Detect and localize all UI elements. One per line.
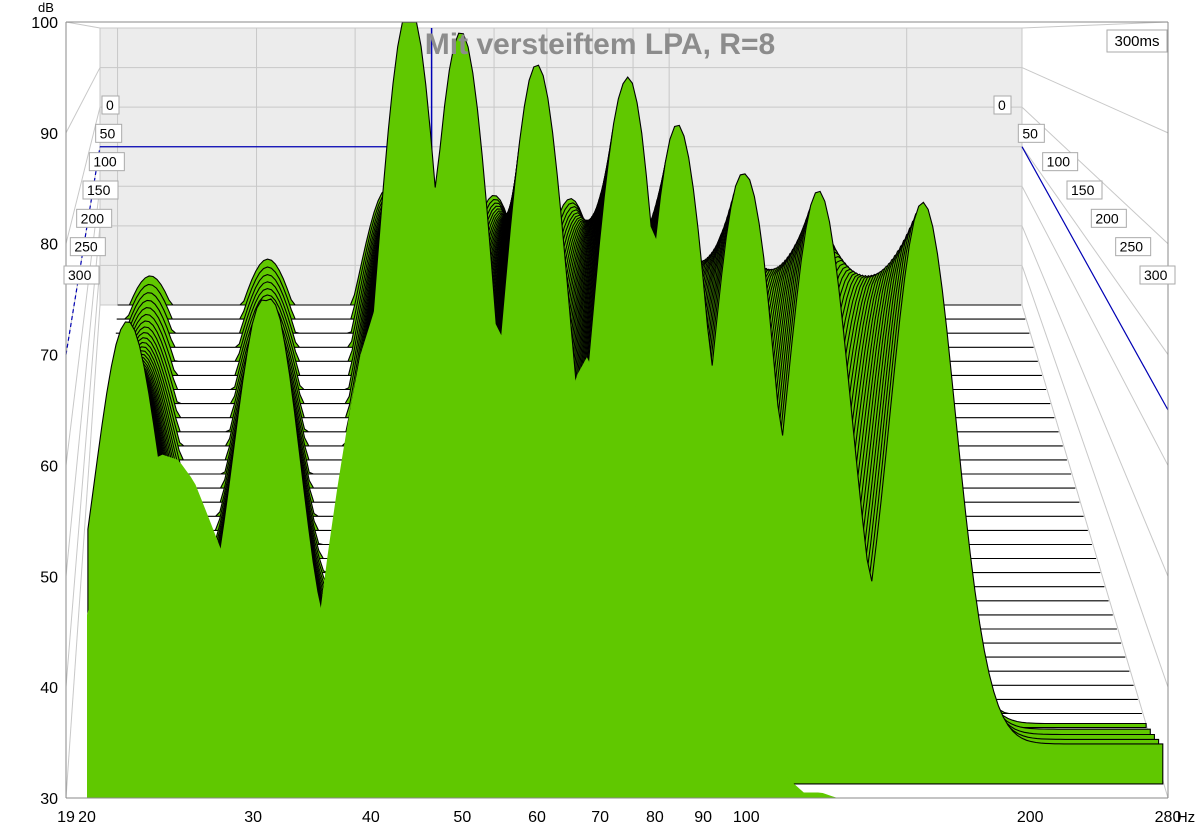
- time-tick-label: 50: [100, 125, 116, 141]
- axes: 30 40 50 60 70 80 90 100 19 20 30 40 50 60 70 80 90 100 20…: [31, 15, 1181, 826]
- y-axis-unit: dB: [38, 0, 54, 15]
- x-tick-label: 200: [1017, 809, 1044, 826]
- time-tick-label: 150: [87, 182, 111, 198]
- time-tick-right: 100: [1042, 152, 1079, 172]
- y-tick-label: 60: [40, 458, 58, 475]
- time-max-label: 300ms: [1114, 33, 1159, 50]
- y-tick-label: 50: [40, 569, 58, 586]
- grid-line-y-left: [65, 186, 101, 466]
- time-tick-label: 50: [1022, 125, 1038, 141]
- time-tick-label: 100: [1047, 154, 1071, 170]
- time-tick-box: [1017, 123, 1045, 143]
- grid-line-y-left: [65, 67, 101, 134]
- grid-line-y-right: [1021, 225, 1169, 577]
- time-tick-box: [69, 237, 106, 257]
- grid-line-y-right: [1021, 146, 1169, 355]
- x-tick-label: 40: [362, 809, 380, 826]
- time-tick-box: [1090, 208, 1127, 228]
- time-tick-right: 200: [1090, 208, 1127, 228]
- time-tick-left: 150: [82, 180, 119, 200]
- x-tick-label: 100: [733, 809, 760, 826]
- time-tick-left: 100: [88, 152, 125, 172]
- time-tick-label: 250: [74, 239, 98, 255]
- time-tick-box: [101, 95, 120, 115]
- grid-line-y-left: [65, 107, 101, 244]
- time-tick-box: [76, 208, 113, 228]
- time-tick-right: 0: [993, 95, 1012, 115]
- time-tick-label: 150: [1071, 182, 1095, 198]
- grid-line-y-left: [65, 21, 101, 29]
- time-tick-left: 200: [76, 208, 113, 228]
- time-tick-label: 0: [106, 97, 114, 113]
- time-tick-label: 200: [81, 210, 105, 226]
- x-axis-unit: Hz: [1177, 809, 1195, 826]
- time-tick-right: 300: [1139, 265, 1176, 285]
- time-tick-box: [95, 123, 123, 143]
- y-tick-label: 30: [40, 791, 58, 808]
- time-tick-label: 100: [93, 154, 117, 170]
- time-tick-left: 50: [95, 123, 123, 143]
- grid-line-y-right: [1021, 21, 1169, 29]
- time-tick-label: 300: [68, 267, 92, 283]
- time-tick-left: 250: [69, 237, 106, 257]
- y-tick-label: 40: [40, 680, 58, 697]
- x-tick-label: 80: [646, 809, 664, 826]
- x-tick-label: 20: [78, 809, 96, 826]
- time-tick-box: [88, 152, 125, 172]
- x-tick-label: 70: [591, 809, 609, 826]
- y-tick-label: 80: [40, 237, 58, 254]
- time-tick-box: [1139, 265, 1176, 285]
- time-max: 300ms: [1106, 29, 1168, 53]
- time-max-box: [1106, 29, 1168, 53]
- chart-title: Mit versteiftem LPA, R=8: [425, 28, 775, 61]
- y-tick-label: 100: [31, 15, 58, 32]
- time-tick-right: 150: [1066, 180, 1103, 200]
- time-tick-left: 0: [101, 95, 120, 115]
- time-tick-right: 250: [1115, 237, 1152, 257]
- x-tick-label: 50: [453, 809, 471, 826]
- time-tick-label: 250: [1120, 239, 1144, 255]
- slices: [87, 21, 1167, 798]
- x-tick-label: 90: [694, 809, 712, 826]
- grid-line-y-right: [1021, 106, 1169, 245]
- time-tick-box: [993, 95, 1012, 115]
- time-tick-box: [1115, 237, 1152, 257]
- y-tick-label: 70: [40, 348, 58, 365]
- time-tick-right: 50: [1017, 123, 1045, 143]
- time-tick-label: 300: [1144, 267, 1168, 283]
- grid-line-y-right: [1021, 304, 1169, 799]
- time-tick-box: [63, 265, 100, 285]
- grid-line-y-left: [65, 304, 101, 799]
- grid-line-y-left: [65, 265, 101, 688]
- time-tick-box: [82, 180, 119, 200]
- x-tick-label: 60: [528, 809, 546, 826]
- x-tick-label: 280: [1155, 809, 1182, 826]
- time-tick-label: 200: [1095, 210, 1119, 226]
- time-tick-left: 300: [63, 265, 100, 285]
- grid-line-y-right: [1021, 186, 1169, 466]
- time-tick-box: [1042, 152, 1079, 172]
- time-tick-label: 0: [998, 97, 1006, 113]
- x-tick-label: 19: [57, 809, 75, 826]
- time-tick-box: [1066, 180, 1103, 200]
- grid-line-y-right: [1021, 67, 1169, 134]
- slice-0ms: [87, 250, 1167, 798]
- frame: [65, 21, 1169, 799]
- y-tick-label: 90: [40, 126, 58, 143]
- x-tick-label: 30: [244, 809, 262, 826]
- marker-depth-right: [1021, 146, 1169, 411]
- grid-line-y-right: [1021, 265, 1169, 688]
